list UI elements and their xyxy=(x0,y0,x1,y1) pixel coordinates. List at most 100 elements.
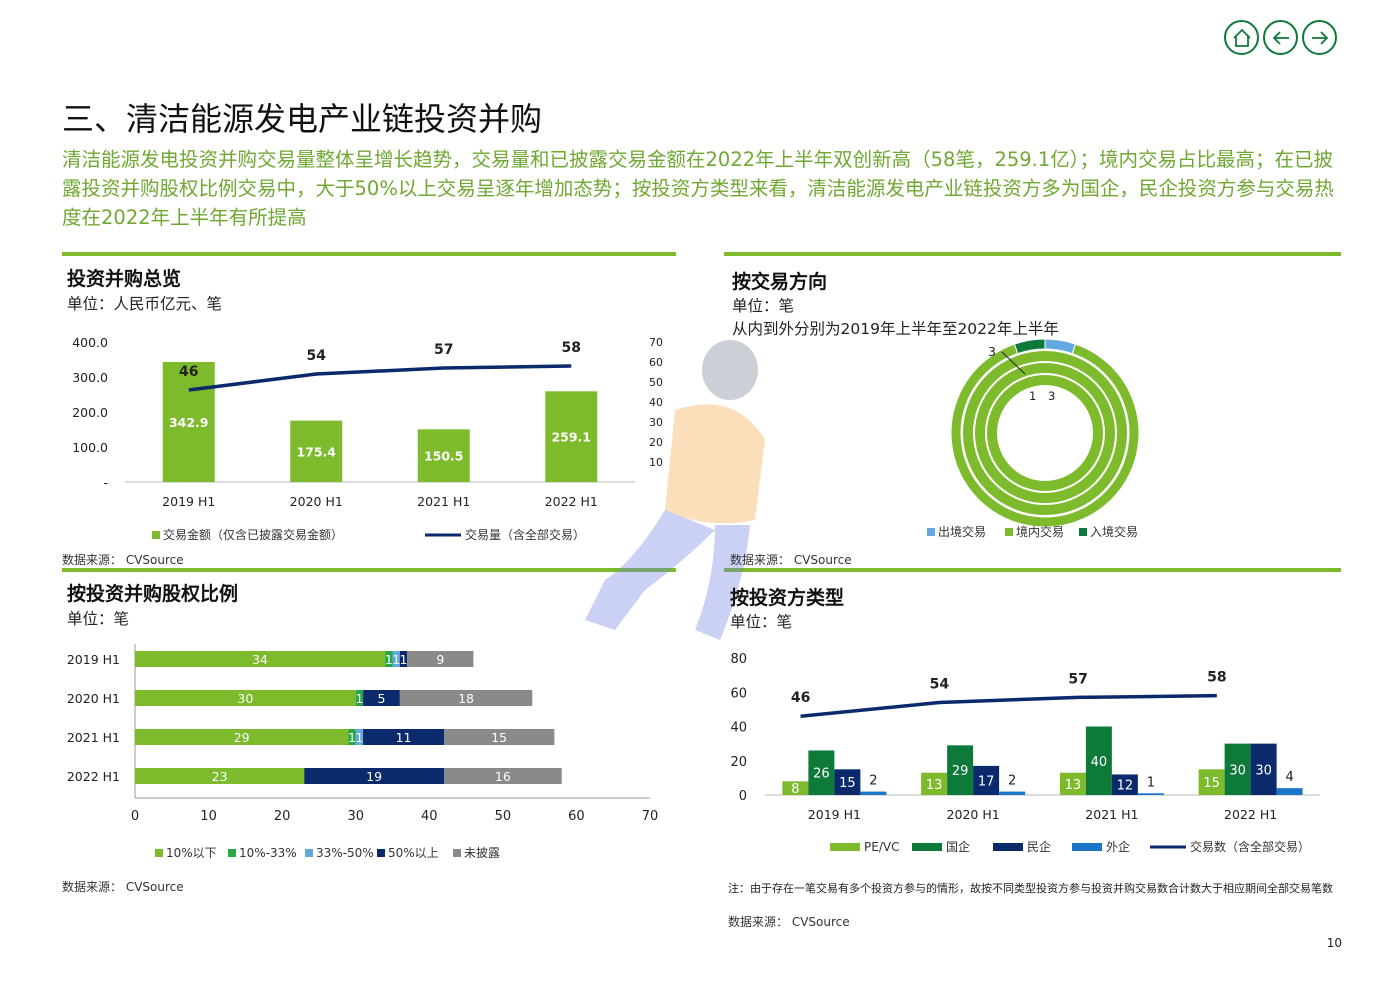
stack-segment xyxy=(348,729,356,745)
bar-value-label: 29 xyxy=(952,764,969,779)
y-left-tick: 100.0 xyxy=(72,440,108,455)
x-tick: 2021 H1 xyxy=(1085,807,1138,822)
bar xyxy=(947,745,974,795)
segment-value-label: 29 xyxy=(234,730,250,745)
bar-value-label: 8 xyxy=(791,782,799,797)
segment-value-label: 16 xyxy=(495,769,511,784)
forward-button[interactable] xyxy=(1302,20,1337,55)
legend-direction-swatch xyxy=(927,528,935,536)
x-tick: 50 xyxy=(495,809,512,824)
bar-value-label: 259.1 xyxy=(551,430,591,445)
stack-segment xyxy=(355,690,364,706)
bar xyxy=(1276,788,1303,795)
x-tick: 10 xyxy=(200,809,217,824)
legend-investor-swatch xyxy=(993,843,1023,851)
y-right-tick: 50 xyxy=(649,376,663,389)
series-line xyxy=(188,364,572,392)
y-tick: 0 xyxy=(739,789,747,804)
bar xyxy=(782,781,809,795)
investor-chart: 0 20 40 60 80 8 26 15 2 2019 H1 13 29 17 2 2020 H1 13 40… xyxy=(730,652,1320,854)
y-right-tick: 60 xyxy=(649,356,663,369)
segment-value-label: 1 xyxy=(400,652,408,667)
segment-value-label: 34 xyxy=(252,652,268,667)
legend-investor-swatch xyxy=(1072,843,1102,851)
divider-overview xyxy=(62,252,676,256)
divider-direction xyxy=(724,252,1341,256)
equity-title: 按投资并购股权比例 xyxy=(67,583,239,605)
bar xyxy=(808,750,835,795)
legend-direction-swatch xyxy=(1005,528,1013,536)
segment-value-label: 11 xyxy=(396,730,412,745)
legend-direction-label: 出境交易 xyxy=(938,524,986,539)
line-value-label: 54 xyxy=(930,677,950,693)
leader-line xyxy=(1001,351,1026,375)
y-tick: 2019 H1 xyxy=(67,652,120,667)
bar xyxy=(417,429,470,482)
ring-segment xyxy=(963,351,1127,515)
x-tick: 30 xyxy=(347,809,364,824)
y-left-tick: 400.0 xyxy=(72,335,108,350)
legend-equity-swatch xyxy=(228,849,236,857)
equity-unit: 单位：笔 xyxy=(67,610,130,628)
decorative-figure-image xyxy=(585,340,765,640)
y-left-tick: 300.0 xyxy=(72,370,108,385)
line-value-label: 58 xyxy=(562,340,581,356)
stack-segment xyxy=(135,729,349,745)
arrow-left-icon xyxy=(1272,30,1289,45)
home-button[interactable] xyxy=(1224,20,1259,55)
legend-investor-label: 民企 xyxy=(1027,839,1051,854)
y-tick: 60 xyxy=(730,686,747,701)
page-summary: 清洁能源发电投资并购交易量整体呈增长趋势，交易量和已披露交易金额在2022年上半… xyxy=(62,148,1334,229)
x-tick: 0 xyxy=(131,809,139,824)
bar-value-label: 150.5 xyxy=(424,449,464,464)
segment-label: 1 xyxy=(1029,389,1036,403)
legend-investor-swatch xyxy=(912,843,942,851)
x-tick: 60 xyxy=(568,809,585,824)
legend-equity-swatch xyxy=(305,849,313,857)
bar-value-label: 30 xyxy=(1229,763,1246,778)
investor-note: 注：由于存在一笔交易有多个投资方参与的情形，故按不同类型投资方参与投资并购交易数… xyxy=(728,882,1333,895)
legend-investor-label: 国企 xyxy=(946,839,970,854)
overview-source: 数据来源： CVSource xyxy=(62,553,184,567)
page-title: 三、清洁能源发电产业链投资并购 xyxy=(62,100,543,138)
line-value-label: 57 xyxy=(1068,671,1087,687)
line-value-label: 58 xyxy=(1207,670,1226,686)
arrow-right-icon xyxy=(1311,30,1328,45)
y-tick: 2022 H1 xyxy=(67,769,120,784)
bar-value-label: 2 xyxy=(1008,774,1016,789)
segment-value-label: 15 xyxy=(491,730,507,745)
bar xyxy=(1111,774,1138,795)
x-tick: 2021 H1 xyxy=(417,494,470,509)
y-right-tick: 40 xyxy=(649,396,663,409)
legend-investor-label: PE/VC xyxy=(864,840,899,854)
y-right-tick: 30 xyxy=(649,416,663,429)
bar-value-label: 13 xyxy=(926,778,943,793)
legend-equity-swatch xyxy=(453,849,461,857)
divider-investor xyxy=(724,568,1341,572)
bar xyxy=(860,791,887,795)
bar-value-label: 17 xyxy=(978,774,995,789)
y-tick: 2021 H1 xyxy=(67,730,120,745)
x-tick: 2019 H1 xyxy=(808,807,861,822)
stack-segment xyxy=(363,729,444,745)
segment-label: 3 xyxy=(988,344,996,359)
legend-equity-label: 33%-50% xyxy=(316,846,374,860)
segment-value-label: 30 xyxy=(237,691,253,706)
legend-equity-label: 10%以下 xyxy=(166,846,217,860)
ring-segment xyxy=(950,343,1140,528)
back-button[interactable] xyxy=(1263,20,1298,55)
bar-value-label: 26 xyxy=(813,767,830,782)
bar-value-label: 15 xyxy=(1203,776,1220,791)
stack-segment xyxy=(304,768,444,784)
ring-segment xyxy=(987,375,1103,491)
x-tick: 2020 H1 xyxy=(947,807,1000,822)
direction-title: 按交易方向 xyxy=(732,271,828,293)
investor-unit: 单位：笔 xyxy=(730,613,793,631)
legend-equity-label: 50%以上 xyxy=(388,846,439,860)
overview-title: 投资并购总览 xyxy=(67,268,182,290)
bar-value-label: 1 xyxy=(1147,775,1155,790)
stack-segment xyxy=(363,690,400,706)
bar-value-label: 12 xyxy=(1117,779,1134,794)
legend-direction-label: 境内交易 xyxy=(1016,524,1064,539)
